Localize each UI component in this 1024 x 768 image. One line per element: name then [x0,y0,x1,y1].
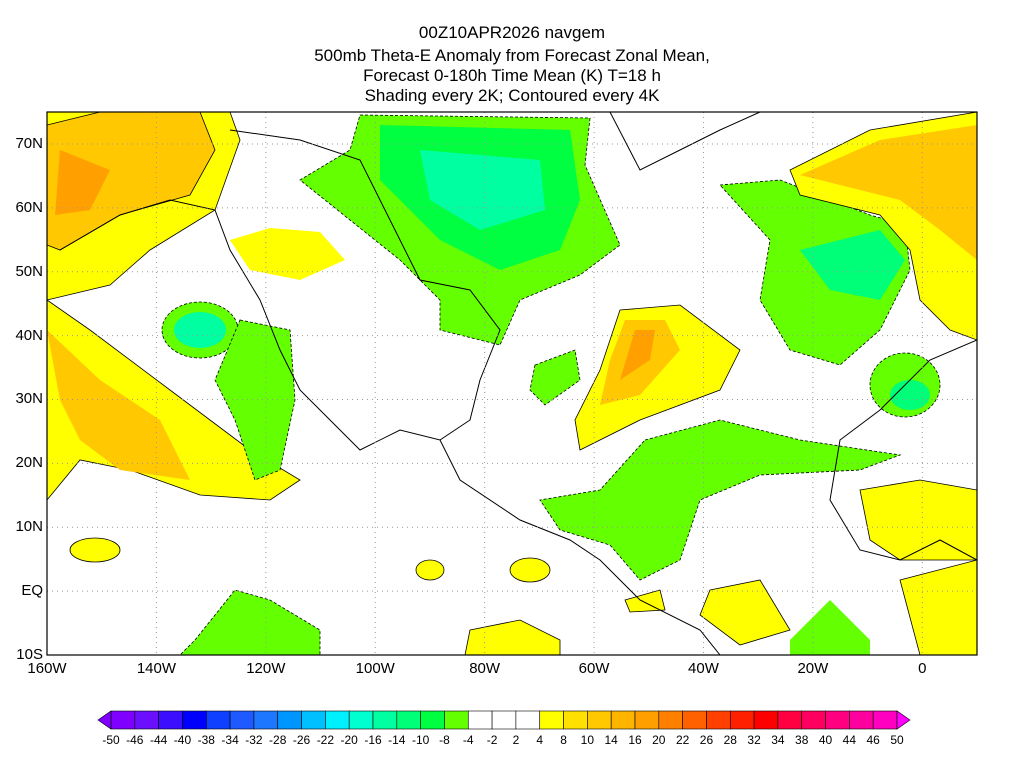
title-line-4: Shading every 2K; Contoured every 4K [364,86,660,105]
colorbar-label: 8 [560,733,567,747]
colorbar-label: 4 [536,733,544,747]
colorbar-label: -38 [197,733,215,747]
lon-label: 160W [27,660,67,677]
lon-label: 0 [918,660,927,677]
colorbar-label: -34 [221,733,239,747]
map-frame [46,111,978,656]
colorbar-right-arrow [896,710,911,730]
lat-label: 40N [15,326,43,344]
colorbar-label: 2 [512,733,520,747]
colorbar-label: 14 [604,733,618,747]
colorbar-box [348,710,374,730]
lon-label: 120W [246,660,286,677]
colorbar-label: -14 [388,733,406,747]
colorbar-box [277,710,302,730]
shading [47,112,977,655]
colorbar-label: 32 [747,733,761,747]
lat-label: 30N [15,390,43,408]
colorbar-box [849,710,874,730]
colorbar-box [182,710,207,730]
colorbar-label: 46 [866,733,880,747]
colorbar [97,710,911,730]
colorbar-box [325,710,350,730]
lat-label: 70N [15,134,43,152]
colorbar-box [729,710,755,730]
colorbar-box [682,710,707,730]
lon-label: 100W [355,660,395,677]
lon-label: 80W [469,660,501,677]
lon-label: 40W [688,660,719,677]
colorbar-label: -32 [245,733,263,747]
colorbar-box [444,710,469,730]
lon-label: 140W [136,660,176,677]
colorbar-label: 20 [652,733,666,747]
colorbar-label: 26 [699,733,714,747]
colorbar-label: -44 [149,733,168,747]
colorbar-box [634,710,660,730]
colorbar-box [777,710,803,730]
title-line-3: Forecast 0-180h Time Mean (K) T=18 h [363,66,661,85]
colorbar-box [753,710,779,730]
colorbar-label: -22 [316,733,335,747]
colorbar-label: 16 [628,733,642,747]
colorbar-box [110,710,136,730]
colorbar-box [872,710,898,730]
colorbar-box [587,710,612,730]
lon-label: 60W [578,660,610,677]
colorbar-box [801,710,826,730]
colorbar-box [205,710,231,730]
colorbar-label: -4 [462,733,474,747]
colorbar-label: -40 [173,733,192,747]
colorbar-box [467,710,493,730]
colorbar-label: 28 [723,733,737,747]
lat-label: 10S [16,646,43,663]
colorbar-box [539,710,564,730]
colorbar-label: 50 [890,733,904,747]
colorbar-box [610,710,636,730]
colorbar-box [491,710,517,730]
lat-label: 20N [15,454,43,472]
colorbar-label: 44 [842,733,857,747]
lat-label: 60N [15,198,43,216]
colorbar-label: -26 [292,733,311,747]
colorbar-label: 34 [771,733,785,747]
colorbar-box [229,710,255,730]
colorbar-label: 40 [818,733,833,747]
lat-label: EQ [21,582,43,600]
colorbar-box [658,710,683,730]
colorbar-label: 38 [795,733,809,747]
colorbar-box [158,710,183,730]
colorbar-box [825,710,850,730]
colorbar-label: -2 [486,733,498,747]
title-line-1: 00Z10APR2026 navgem [418,23,606,42]
colorbar-box [515,710,541,730]
colorbar-label: -50 [102,733,120,747]
colorbar-label: -8 [439,733,450,747]
lat-label: 10N [15,518,43,536]
colorbar-label: 10 [580,733,595,747]
colorbar-box [301,710,326,730]
colorbar-left-arrow [97,710,112,730]
colorbar-box [372,710,398,730]
colorbar-box [706,710,731,730]
colorbar-label: -20 [340,733,358,747]
colorbar-box [134,710,159,730]
colorbar-label: -10 [411,733,430,747]
colorbar-label: -28 [269,733,287,747]
lat-label: 50N [15,262,43,280]
title-line-2: 500mb Theta-E Anomaly from Forecast Zona… [314,46,710,65]
colorbar-label: -16 [364,733,382,747]
colorbar-label: -46 [126,733,144,747]
colorbar-box [253,710,279,730]
colorbar-box [396,710,421,730]
colorbar-box [420,710,445,730]
lon-label: 20W [797,660,829,677]
colorbar-box [563,710,588,730]
colorbar-label: 22 [675,733,690,747]
